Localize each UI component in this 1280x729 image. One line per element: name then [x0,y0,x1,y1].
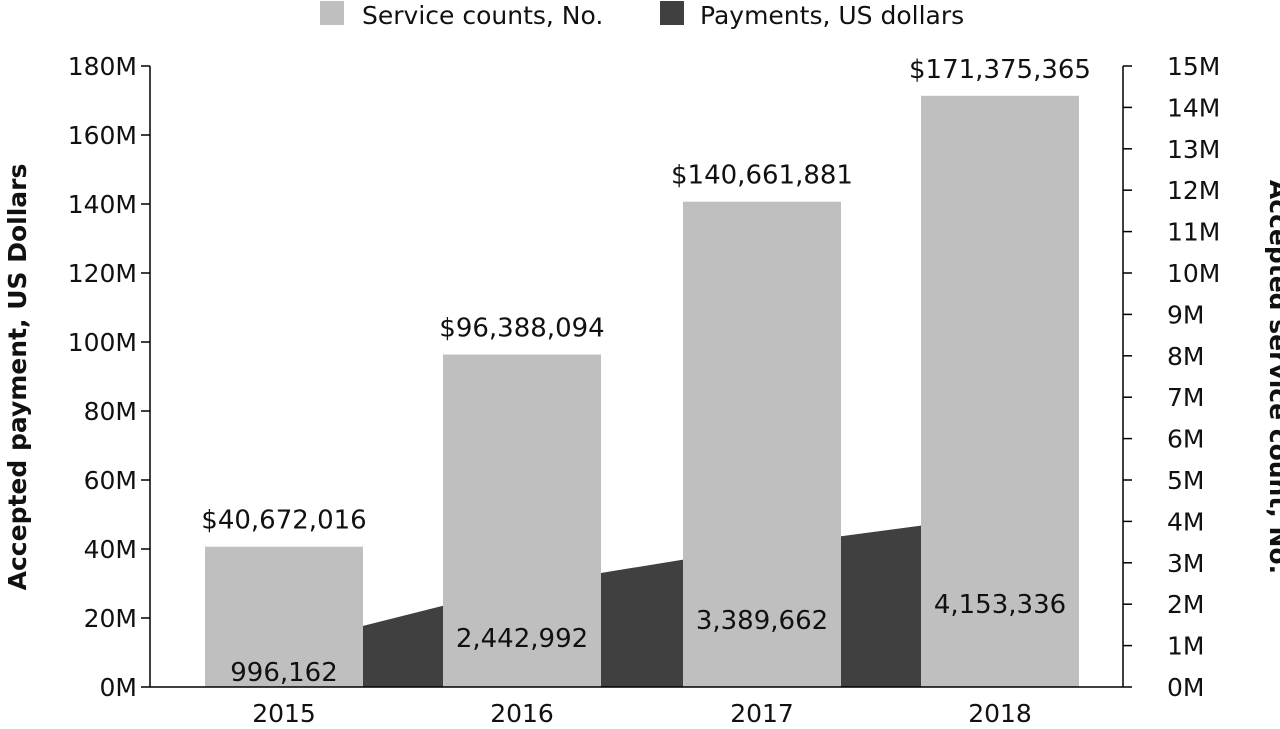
plot-area [205,95,1079,688]
service-count-label-2015: 996,162 [230,658,338,688]
right-tick-label-2M: 2M [1167,590,1204,619]
left-tick-label-160M: 160M [68,121,137,150]
x-axis-ticks: 2015 2016 2017 2018 [252,699,1032,728]
payment-bar-2018 [921,95,1079,688]
service-count-area [284,515,1000,687]
x-tick-label-2017: 2017 [730,699,794,725]
right-tick-label-12M: 12M [1167,176,1220,205]
payment-label-2017: $140,661,881 [671,161,853,191]
service-count-label-2016: 2,442,992 [456,624,588,654]
left-axis-title: Accepted payment, US Dollars [3,164,32,591]
payment-label-2018: $171,375,365 [909,55,1091,85]
right-tick-label-7M: 7M [1167,383,1204,412]
right-axis-title: Accepted service count, No. [1264,180,1280,574]
service-count-label-2018: 4,153,336 [934,590,1066,620]
legend-swatch-payments [660,1,684,25]
service-count-label-2017: 3,389,662 [696,606,828,636]
right-tick-label-4M: 4M [1167,507,1204,536]
right-tick-label-10M: 10M [1167,259,1220,288]
left-tick-label-40M: 40M [84,535,137,564]
right-tick-label-3M: 3M [1167,549,1204,578]
legend-swatch-service-counts [320,1,344,25]
right-tick-label-14M: 14M [1167,93,1220,122]
left-tick-label-120M: 120M [68,259,137,288]
x-tick-label-2018: 2018 [968,699,1032,725]
payment-bar-2017 [683,201,841,687]
area-value-labels: 996,162 2,442,992 3,389,662 4,153,336 [230,590,1066,688]
payment-bar-2015 [205,546,363,687]
left-tick-label-180M: 180M [68,52,137,81]
right-tick-label-15M: 15M [1167,52,1220,81]
right-axis-ticks: 0M 1M 2M 3M 4M 5M 6M 7M 8M 9M 10M 11M 12M 13M 14M 15M [1123,52,1220,702]
right-tick-label-9M: 9M [1167,300,1204,329]
payment-bar-2016 [443,354,601,687]
legend-label-service-counts: Service counts, No. [362,1,603,30]
right-tick-label-8M: 8M [1167,342,1204,371]
right-tick-label-1M: 1M [1167,632,1204,661]
legend: Service counts, No. Payments, US dollars [320,1,964,30]
x-tick-label-2016: 2016 [490,699,554,725]
left-tick-label-60M: 60M [84,466,137,495]
x-tick-label-2015: 2015 [252,699,316,725]
right-tick-label-11M: 11M [1167,218,1220,247]
left-axis-ticks: 0M 20M 40M 60M 80M 100M 120M 140M 160M 180M [68,52,150,702]
left-tick-label-0M: 0M [100,673,137,702]
bar-value-labels: $40,672,016 $96,388,094 $140,661,881 $171,3… [201,55,1091,536]
right-tick-label-13M: 13M [1167,135,1220,164]
legend-label-payments: Payments, US dollars [700,1,964,30]
left-tick-label-100M: 100M [68,328,137,357]
right-tick-label-6M: 6M [1167,425,1204,454]
right-tick-label-5M: 5M [1167,466,1204,495]
left-tick-label-140M: 140M [68,190,137,219]
payment-label-2015: $40,672,016 [201,506,366,536]
right-tick-label-0M: 0M [1167,673,1204,702]
left-tick-label-20M: 20M [84,604,137,633]
payment-label-2016: $96,388,094 [439,314,604,344]
left-tick-label-80M: 80M [84,397,137,426]
